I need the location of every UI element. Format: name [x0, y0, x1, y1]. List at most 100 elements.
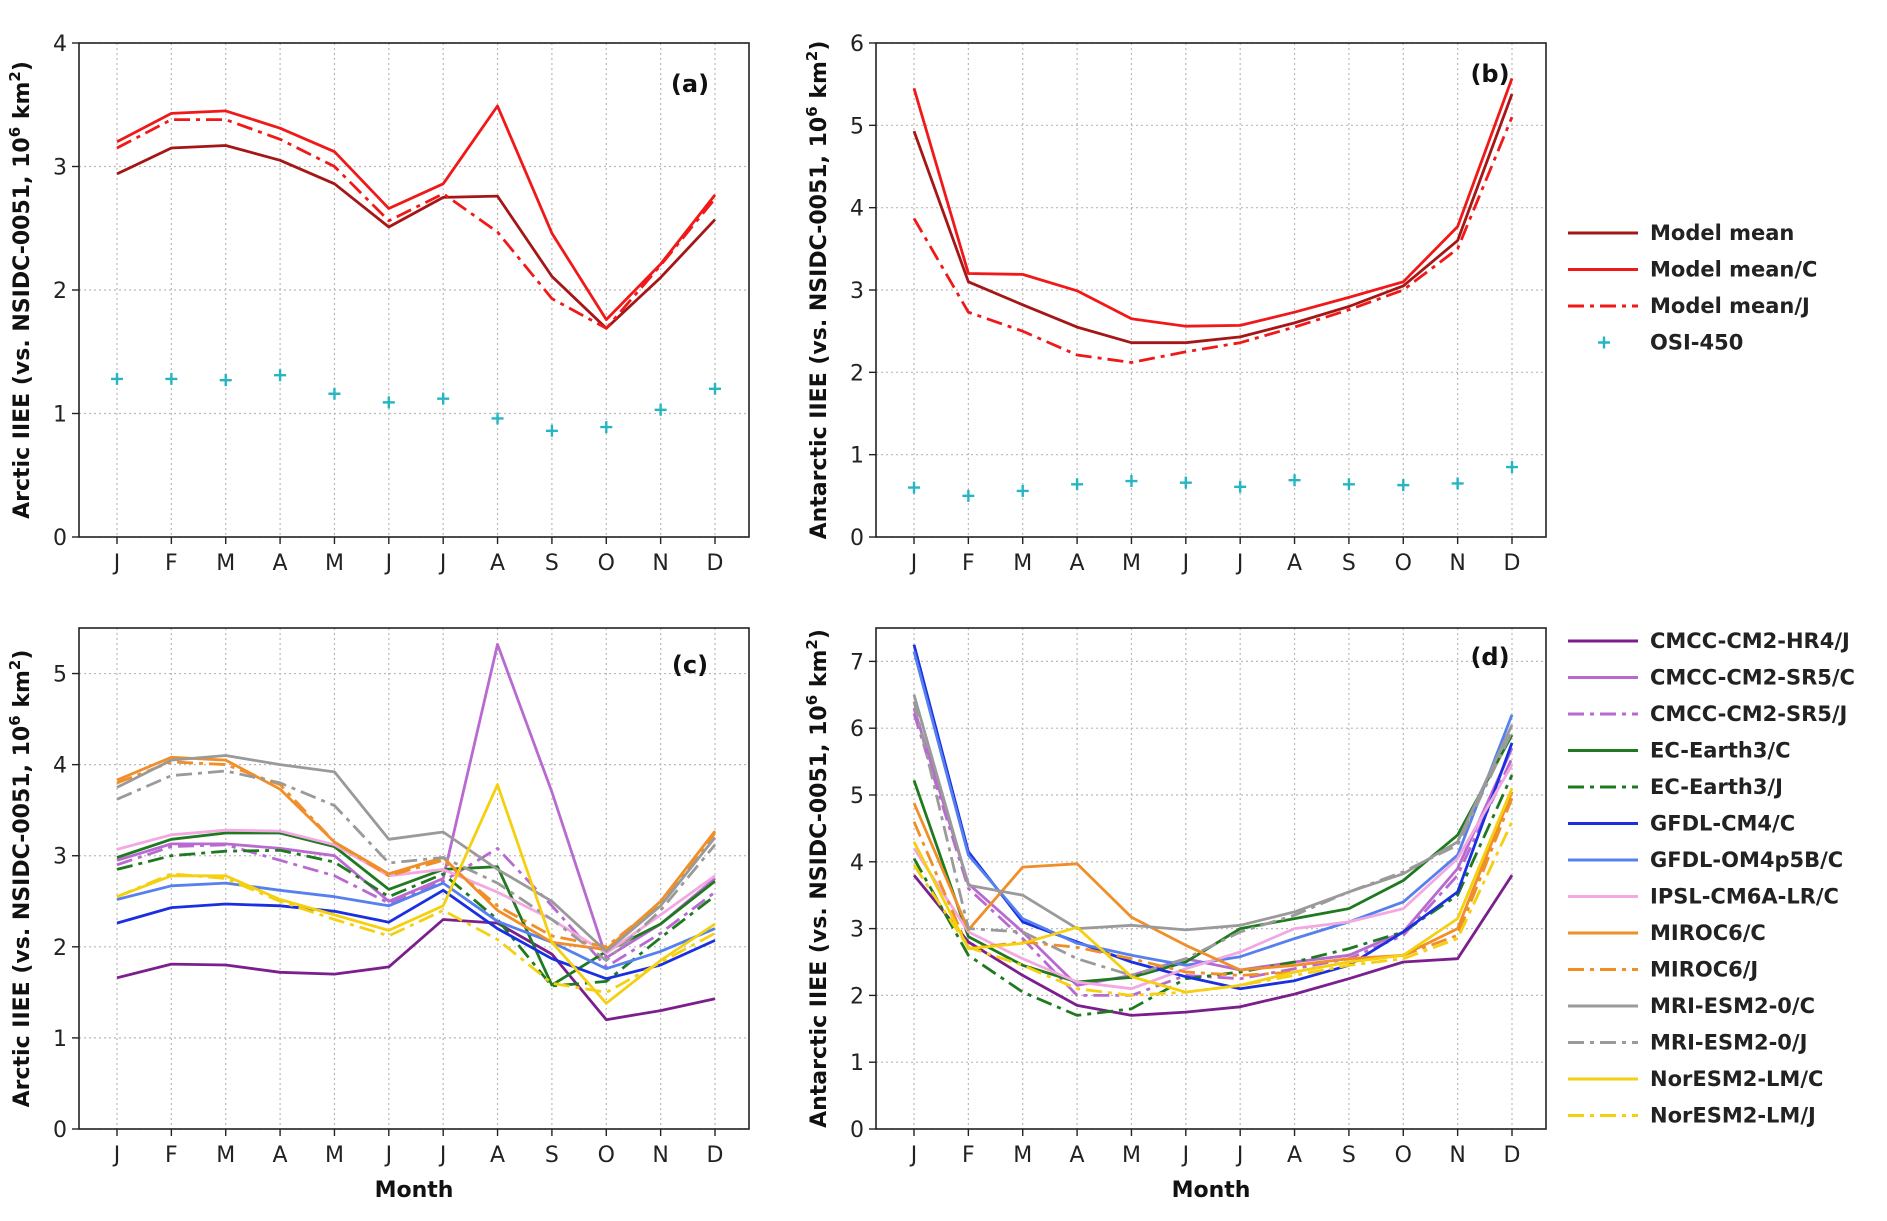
data-point-marker	[491, 412, 504, 425]
series-line	[912, 707, 1514, 987]
y-axis-label-exponent: 6	[803, 106, 821, 116]
y-axis-label-close: )	[807, 629, 832, 639]
x-tick-label: J	[112, 1143, 121, 1168]
legend-label: EC-Earth3/C	[1650, 739, 1791, 763]
series-line	[116, 843, 716, 969]
data-point-marker	[1125, 475, 1138, 488]
y-tick-label: 3	[53, 845, 67, 870]
x-tick-label: A	[273, 1143, 288, 1168]
y-tick-label: 2	[53, 936, 67, 961]
legend-label: NorESM2-LM/C	[1650, 1067, 1823, 1091]
x-axis-label: Month	[1172, 1178, 1251, 1203]
legend-label: GFDL-CM4/C	[1650, 812, 1795, 836]
x-tick-label: D	[1504, 1143, 1521, 1168]
x-tick-label: M	[216, 551, 235, 576]
x-tick-label: J	[112, 551, 121, 576]
y-axis-label-close: )	[10, 650, 35, 660]
series-line	[116, 643, 716, 960]
x-tick-label: M	[1013, 1143, 1032, 1168]
x-tick-label: J	[1235, 551, 1244, 576]
x-tick-label: J	[384, 1143, 393, 1168]
y-tick-label: 0	[53, 526, 67, 551]
y-axis-label-close: )	[807, 41, 832, 51]
data-point-marker	[1071, 478, 1084, 491]
data-point-marker	[111, 372, 123, 385]
legend-label: Model mean/C	[1650, 258, 1817, 282]
series-line	[912, 116, 1514, 364]
data-point-marker	[1179, 476, 1192, 489]
series-line	[912, 713, 1514, 997]
panel-c: J F M A M J J A S O N D 0 1 2 3 4 5 Arctic IIEE (vs. NSIDC…	[6, 627, 750, 1203]
y-axis-label-unit: km	[10, 670, 35, 715]
y-axis-label-unit-exponent: 2	[6, 660, 24, 670]
grid-lines	[876, 628, 1546, 1130]
data-point-marker	[328, 387, 341, 400]
legend-label: MIROC6/J	[1650, 958, 1758, 982]
y-axis-label-unit: km	[807, 650, 832, 695]
grid-lines	[876, 42, 1546, 538]
x-tick-label: D	[1504, 551, 1521, 576]
x-tick-label: O	[598, 1143, 615, 1168]
data-point-marker	[1234, 480, 1247, 493]
data-point-marker	[274, 369, 287, 382]
series-line	[912, 77, 1514, 328]
series-line	[116, 828, 716, 955]
data-point-marker	[219, 374, 232, 387]
x-tick-label: S	[1342, 551, 1356, 576]
y-axis-label-close: )	[10, 61, 35, 71]
x-tick-label: F	[962, 1143, 975, 1168]
x-tick-label: A	[273, 551, 288, 576]
y-tick-label: 1	[850, 444, 864, 469]
y-axis-label-text: Arctic IIEE (vs. NSIDC-0051, 10	[10, 137, 35, 519]
y-tick-label: 1	[53, 403, 67, 428]
data-point-marker	[1506, 461, 1518, 474]
y-tick-label: 5	[850, 784, 864, 809]
y-tick-label: 4	[850, 851, 864, 876]
x-tick-label: O	[1395, 551, 1412, 576]
data-point-marker	[165, 372, 178, 385]
panel-label: (b)	[1470, 60, 1509, 88]
series-line	[116, 848, 716, 988]
series-line	[116, 918, 716, 1022]
legend-label: Model mean/J	[1650, 294, 1810, 318]
x-tick-label: A	[1287, 1143, 1302, 1168]
x-tick-label: J	[384, 551, 393, 576]
data-point-marker	[382, 396, 395, 409]
x-axis-label: Month	[375, 1178, 454, 1203]
y-tick-label: 2	[850, 361, 864, 386]
y-tick-label: 3	[850, 918, 864, 943]
data-point-marker	[545, 424, 558, 437]
series-line	[912, 644, 1514, 991]
x-tick-label: S	[1342, 1143, 1356, 1168]
data-point-marker	[908, 481, 920, 494]
x-tick-label: D	[707, 551, 724, 576]
legend-label: OSI-450	[1650, 331, 1743, 355]
legend-label: NorESM2-LM/J	[1650, 1104, 1816, 1128]
data-point-marker	[1288, 474, 1301, 487]
x-tick-label: M	[216, 1143, 235, 1168]
series-line	[116, 769, 717, 962]
series-line	[912, 764, 1514, 991]
x-tick-label: N	[652, 1143, 668, 1168]
panel-label: (c)	[672, 651, 708, 679]
x-tick-label: N	[1449, 1143, 1465, 1168]
axes-frame	[875, 627, 1547, 1130]
y-axis-label-exponent: 6	[803, 695, 821, 705]
series-line	[116, 755, 717, 951]
x-tick-label: J	[1235, 1143, 1244, 1168]
y-axis-label-text: Arctic IIEE (vs. NSIDC-0051, 10	[10, 726, 35, 1108]
legend-label: GFDL-OM4p5B/C	[1650, 848, 1843, 872]
series-line	[912, 701, 1514, 977]
x-tick-label: A	[490, 1143, 505, 1168]
y-tick-label: 0	[850, 1118, 864, 1143]
y-tick-label: 3	[53, 156, 67, 181]
data-point-marker	[962, 489, 975, 502]
series-group	[912, 644, 1514, 1017]
panel-a: J F M A M J J A S O N D 0 1 2 3 4 Arctic IIEE (vs. NSIDC-…	[6, 32, 750, 576]
x-tick-label: J	[1181, 1143, 1190, 1168]
legend-label: MIROC6/C	[1650, 921, 1766, 945]
series-line	[116, 783, 716, 1005]
panel-label: (d)	[1470, 643, 1509, 671]
x-tick-label: J	[909, 1143, 918, 1168]
